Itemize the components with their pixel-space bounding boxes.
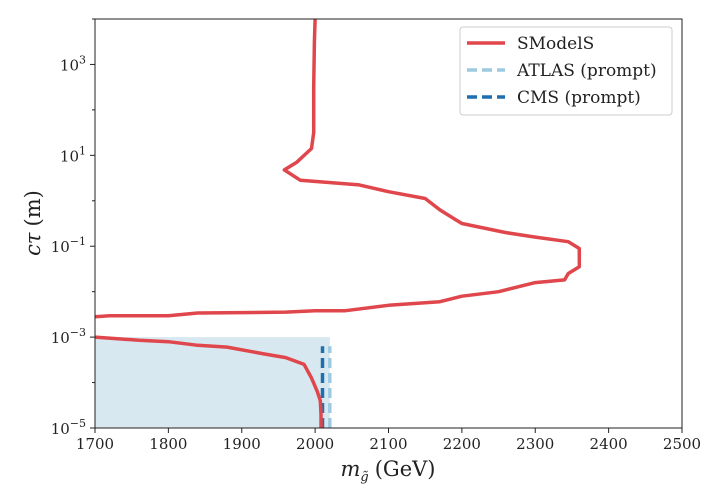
legend-items: SModelS ATLAS (prompt) CMS (prompt) xyxy=(467,34,657,108)
x-tick-label: 2000 xyxy=(296,435,334,453)
series-line-smodels-1 xyxy=(94,18,582,319)
y-tick-label: 10−1 xyxy=(51,235,86,256)
y-axis-label: cτ(m) xyxy=(21,190,45,256)
x-tick-label: 2400 xyxy=(590,435,628,453)
legend-label-cms: CMS (prompt) xyxy=(517,88,641,108)
x-tick-label: 1700 xyxy=(76,435,114,453)
x-tick-label: 2300 xyxy=(516,435,554,453)
y-tick-label: 10−3 xyxy=(51,326,86,347)
excluded-region xyxy=(95,337,330,428)
plot-area xyxy=(94,18,683,429)
legend-box xyxy=(459,26,673,116)
legend-label-smodels: SModelS xyxy=(517,34,594,54)
legend-label-atlas: ATLAS (prompt) xyxy=(516,61,657,81)
y-tick-label: 103 xyxy=(60,53,86,74)
x-tick-label: 2100 xyxy=(369,435,407,453)
series-layer xyxy=(94,18,582,428)
y-tick-label: 101 xyxy=(60,144,86,165)
x-tick-label: 1800 xyxy=(149,435,187,453)
x-axis-ticks: 1700 1800 1900 2000 2100 2200 2300 2400 2500 xyxy=(76,428,701,453)
y-tick-label: 10−5 xyxy=(51,417,86,438)
x-axis-label: mg̃ (GeV) xyxy=(340,457,435,485)
legend: SModelS ATLAS (prompt) CMS (prompt) xyxy=(459,26,673,116)
x-tick-label: 1900 xyxy=(223,435,261,453)
x-tick-label: 2500 xyxy=(663,435,701,453)
series-line-smodels-0 xyxy=(94,335,323,428)
x-tick-label: 2200 xyxy=(443,435,481,453)
y-axis-ticks: 10−5 10−3 10−1 101 103 xyxy=(51,18,95,438)
